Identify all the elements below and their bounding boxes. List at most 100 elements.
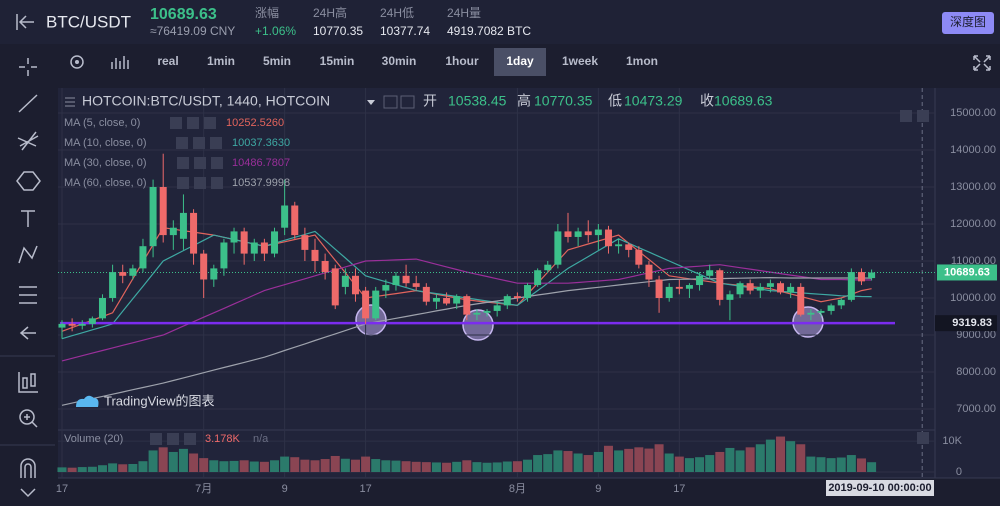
ohlc-value: 10473.29	[624, 93, 683, 109]
fullscreen-icon[interactable]	[973, 55, 991, 71]
candle-body	[574, 231, 582, 237]
candle-body	[129, 268, 137, 276]
settings-icon[interactable]	[70, 55, 84, 69]
volume-bar	[644, 448, 654, 472]
volume-bar	[603, 445, 613, 472]
volume-bar	[189, 453, 199, 472]
candle-body	[726, 294, 734, 300]
x-tick-label: 9	[282, 483, 288, 495]
drawing-tools[interactable]	[0, 58, 55, 498]
volume-bar	[67, 467, 77, 472]
y-tick-label: 15000.00	[950, 107, 996, 119]
pane-button	[900, 110, 912, 122]
candle-body	[746, 283, 754, 291]
y-tick-label: 10000.00	[950, 292, 996, 304]
volume-bar	[836, 457, 846, 472]
legend-box	[210, 137, 222, 149]
candle-body	[443, 297, 451, 304]
back-icon[interactable]	[16, 14, 34, 30]
volume-bar	[199, 458, 209, 472]
ohlc-value: 10770.35	[534, 93, 593, 109]
watermark-logo	[76, 395, 99, 407]
volume-bar	[462, 460, 472, 472]
volume-bar	[320, 459, 330, 472]
candle-body	[766, 283, 774, 287]
interval-button[interactable]: 1min	[207, 54, 235, 68]
stat-value: 4919.7082 BTC	[447, 24, 531, 38]
hline-label-bg	[935, 315, 997, 332]
interval-button[interactable]: 1hour	[445, 54, 479, 68]
volume-bar	[381, 460, 391, 472]
volume-bar	[816, 457, 826, 472]
interval-button[interactable]: 15min	[320, 54, 355, 68]
x-tick-label: 8月	[509, 483, 526, 495]
interval-button[interactable]: 1day	[506, 54, 534, 68]
legend-box	[177, 157, 189, 169]
candle-body	[625, 244, 633, 250]
price-scale	[935, 88, 1000, 478]
depth-button[interactable]: 深度图	[950, 14, 986, 29]
candle-body	[513, 296, 521, 298]
volume-bar	[330, 455, 340, 472]
interval-button[interactable]: real	[157, 54, 178, 68]
volume-bar	[340, 458, 350, 472]
ma-legend-value: 10252.5260	[226, 117, 284, 129]
candle-body	[260, 242, 268, 254]
volume-bar	[826, 458, 836, 472]
volume-bar	[684, 458, 694, 472]
candle-body	[341, 275, 349, 287]
hline-label: 9319.83	[952, 317, 992, 329]
pane-button	[917, 110, 929, 122]
stat-label: 24H量	[447, 6, 481, 20]
pane-button	[917, 432, 929, 444]
candle-body	[291, 205, 299, 236]
candle-body	[281, 205, 289, 228]
interval-button[interactable]: 1week	[562, 54, 598, 68]
volume-bar	[77, 467, 87, 472]
indicators-icon[interactable]	[111, 56, 129, 69]
last-price-label-bg	[937, 264, 997, 281]
y-tick-label: 7000.00	[956, 403, 996, 415]
candle-body	[463, 296, 471, 315]
candle-body	[58, 323, 66, 328]
volume-bar	[593, 451, 603, 472]
volume-bar	[128, 463, 138, 472]
legend-box	[383, 95, 398, 109]
legend-box	[177, 177, 189, 189]
candle-body	[554, 231, 562, 265]
x-tick-label: 17	[56, 483, 68, 495]
candle-body	[807, 312, 815, 315]
volume-tick-label: 10K	[942, 435, 962, 447]
legend-box	[204, 117, 216, 129]
candle-body	[351, 275, 359, 295]
legend-box	[150, 433, 162, 445]
legend-box	[184, 433, 196, 445]
interval-button[interactable]: 5min	[263, 54, 291, 68]
last-price-label: 10689.63	[944, 266, 990, 278]
volume-bar	[705, 455, 715, 472]
y-tick-label: 13000.00	[950, 181, 996, 193]
legend-box	[187, 117, 199, 129]
interval-button[interactable]: 30min	[382, 54, 417, 68]
interval-button[interactable]: 1mon	[626, 54, 658, 68]
candle-body	[584, 231, 592, 236]
candle-body	[271, 231, 279, 254]
volume-bar	[715, 451, 725, 472]
ma-legend-value: 10037.3630	[232, 137, 290, 149]
volume-bar	[138, 461, 148, 472]
volume-bar	[178, 448, 188, 472]
volume-bar	[229, 460, 239, 472]
x-tick-label: 7月	[195, 483, 212, 495]
candle-body	[321, 260, 329, 273]
volume-bar	[209, 460, 219, 472]
candle-body	[432, 297, 440, 302]
volume-bar	[259, 461, 269, 472]
volume-bar	[310, 460, 320, 472]
volume-bar	[695, 457, 705, 472]
volume-bar	[442, 462, 452, 472]
volume-bar	[158, 447, 168, 472]
volume-bar	[431, 462, 441, 472]
candle-body	[88, 318, 96, 324]
legend-menu-icon	[65, 97, 75, 107]
